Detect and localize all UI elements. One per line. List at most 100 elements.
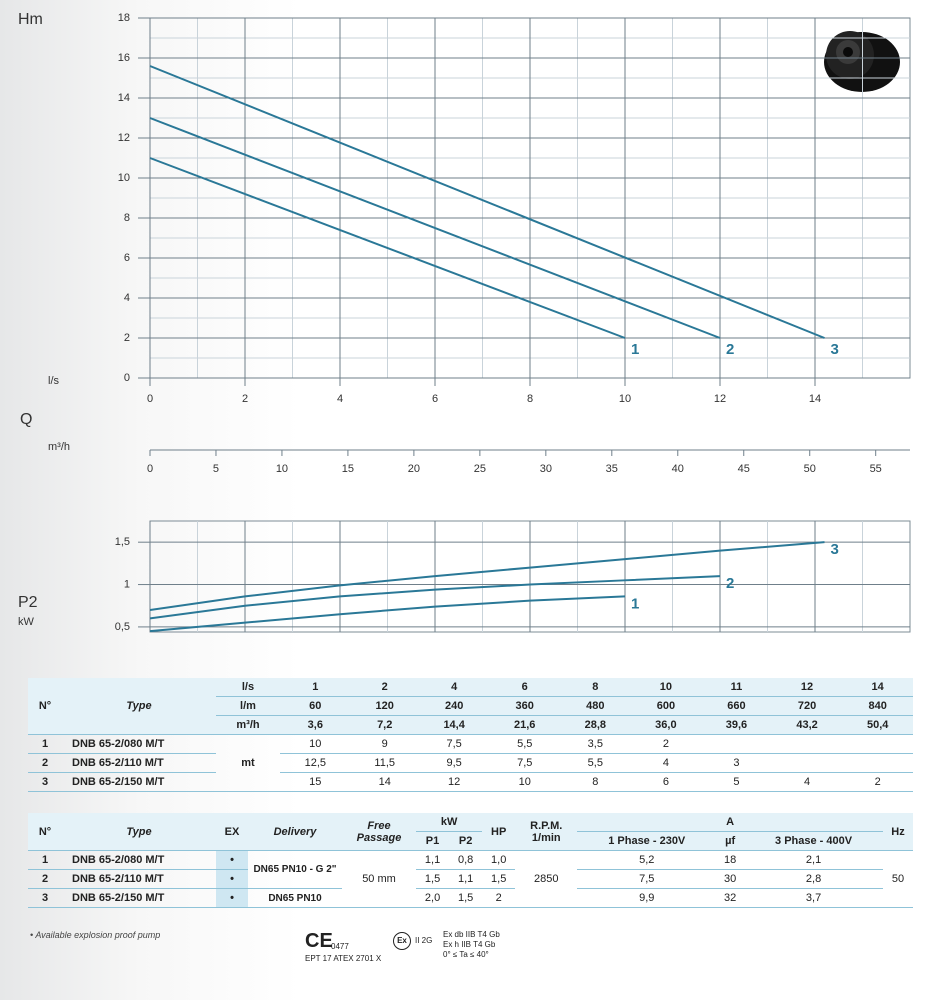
cell: 3,5 (560, 734, 631, 754)
series-label: 3 (831, 541, 839, 558)
cell: 120 (350, 696, 419, 716)
y-label: P2 (18, 594, 38, 611)
y-tick-label: 16 (118, 52, 130, 64)
y-unit: kW (18, 616, 35, 628)
series-label: 2 (726, 575, 734, 592)
ex-mark: Ex (393, 932, 411, 950)
x2-label: Q (20, 411, 32, 428)
row: 2 DNB 65-2/110 M/T 12,5 11,5 9,5 7,5 5,5 4 3 (28, 753, 913, 773)
y-tick-label: 6 (124, 252, 130, 264)
cell: 50 mm (342, 850, 416, 908)
atex: EPT 17 ATEX 2701 X (305, 954, 382, 963)
cell: 4 (771, 772, 843, 792)
row: 2 DNB 65-2/110 M/T • 1,5 1,1 1,5 7,5 30 2,8 (28, 869, 913, 889)
x-tick-label: 10 (619, 393, 631, 405)
row: N° Type EX Delivery Free Passage kW HP R.P.M. 1/… (28, 813, 913, 851)
ce-mark: CE (305, 930, 333, 952)
cell: 10 (280, 734, 351, 754)
cell: 50 (883, 850, 913, 908)
row: 3 DNB 65-2/150 M/T 15 14 12 10 8 6 5 4 2 (28, 772, 913, 792)
cell: l/s (216, 678, 280, 697)
ce-number: 0477 (331, 942, 349, 951)
cell: 21,6 (489, 715, 561, 735)
cell: 360 (489, 696, 561, 716)
cell: 9,9 (577, 888, 717, 908)
cell (842, 753, 913, 773)
cell: 2,0 (416, 888, 450, 908)
cell: 240 (418, 696, 490, 716)
row: 1 DNB 65-2/080 M/T • DN65 PN10 - G 2" 50 mm 1… (28, 850, 913, 908)
cell: 14,4 (418, 715, 490, 735)
x-tick-label: 0 (147, 393, 153, 405)
cell: 2 (482, 888, 516, 908)
cell: kW (416, 813, 483, 832)
y-tick-label: 1 (124, 578, 130, 590)
x2-tick-label: 35 (606, 463, 618, 475)
cell (842, 734, 913, 754)
cell: DNB 65-2/150 M/T (62, 772, 216, 792)
cell: DNB 65-2/080 M/T (62, 734, 216, 754)
cell: N° (28, 813, 62, 851)
series-label: 2 (726, 341, 734, 358)
y-tick-label: 1,5 (115, 536, 130, 548)
cell: EX (216, 813, 248, 851)
cell: 1,1 (449, 869, 483, 889)
cell: 12,5 (280, 753, 351, 773)
series-label: 1 (631, 341, 639, 358)
cell: N° (28, 678, 62, 735)
series-label: 1 (631, 595, 639, 612)
cell: P2 (449, 831, 483, 851)
cell: 5,5 (560, 753, 631, 773)
x2-tick-label: 10 (276, 463, 288, 475)
cell: 2 (842, 772, 913, 792)
cell: 720 (771, 696, 843, 716)
cell (701, 734, 772, 754)
x2-tick-label: 20 (408, 463, 420, 475)
cell: 12 (418, 772, 490, 792)
cell: 6 (630, 772, 702, 792)
cell: P1 (416, 831, 450, 851)
x2-unit: m³/h (48, 441, 70, 453)
x-tick-label: 6 (432, 393, 438, 405)
cell: 1,1 (416, 850, 450, 870)
series-line (149, 65, 825, 339)
series-line (150, 595, 626, 632)
x-tick-label: 12 (714, 393, 726, 405)
cell: 480 (560, 696, 631, 716)
cell: 1 Phase - 230V (577, 831, 717, 851)
y-tick-label: 8 (124, 212, 130, 224)
x2-tick-label: 15 (342, 463, 354, 475)
cell: DN65 PN10 (248, 888, 342, 908)
group: II 2G (415, 936, 433, 945)
cell: 7,2 (350, 715, 419, 735)
cell: 2 (28, 869, 62, 889)
x-tick-label: 8 (527, 393, 533, 405)
cell: Type (62, 678, 216, 735)
cell: 30 (716, 869, 745, 889)
cell: 7,5 (577, 869, 717, 889)
cell: 36,0 (630, 715, 702, 735)
flow-table: N° Type l/s 1 2 4 6 8 10 11 12 14 l/m 60 120 240 360 480 6… (28, 678, 913, 792)
cell: 1,0 (482, 850, 516, 870)
y-tick-label: 0,5 (115, 621, 130, 633)
cell: 2 (350, 678, 419, 697)
ex-line: 0° ≤ Ta ≤ 40° (443, 950, 489, 959)
series-line (150, 541, 825, 611)
cell: 1 (280, 678, 351, 697)
cell: 9 (350, 734, 419, 754)
row: P1 P2 1 Phase - 230V µf 3 Phase - 400V (28, 831, 913, 851)
cell: 43,2 (771, 715, 843, 735)
x2-tick-label: 50 (804, 463, 816, 475)
cell: 4 (418, 678, 490, 697)
cell: 28,8 (560, 715, 631, 735)
header-text: R.P.M. (530, 819, 563, 832)
cell: Free Passage (342, 813, 416, 851)
ex-line: Ex db IIB T4 Gb (443, 930, 500, 939)
cell: m³/h (216, 715, 280, 735)
cell: 5,2 (577, 850, 717, 870)
y-tick-label: 12 (118, 132, 130, 144)
cell: DNB 65-2/150 M/T (62, 888, 216, 908)
x2-tick-label: 0 (147, 463, 153, 475)
cell: 8 (560, 772, 631, 792)
